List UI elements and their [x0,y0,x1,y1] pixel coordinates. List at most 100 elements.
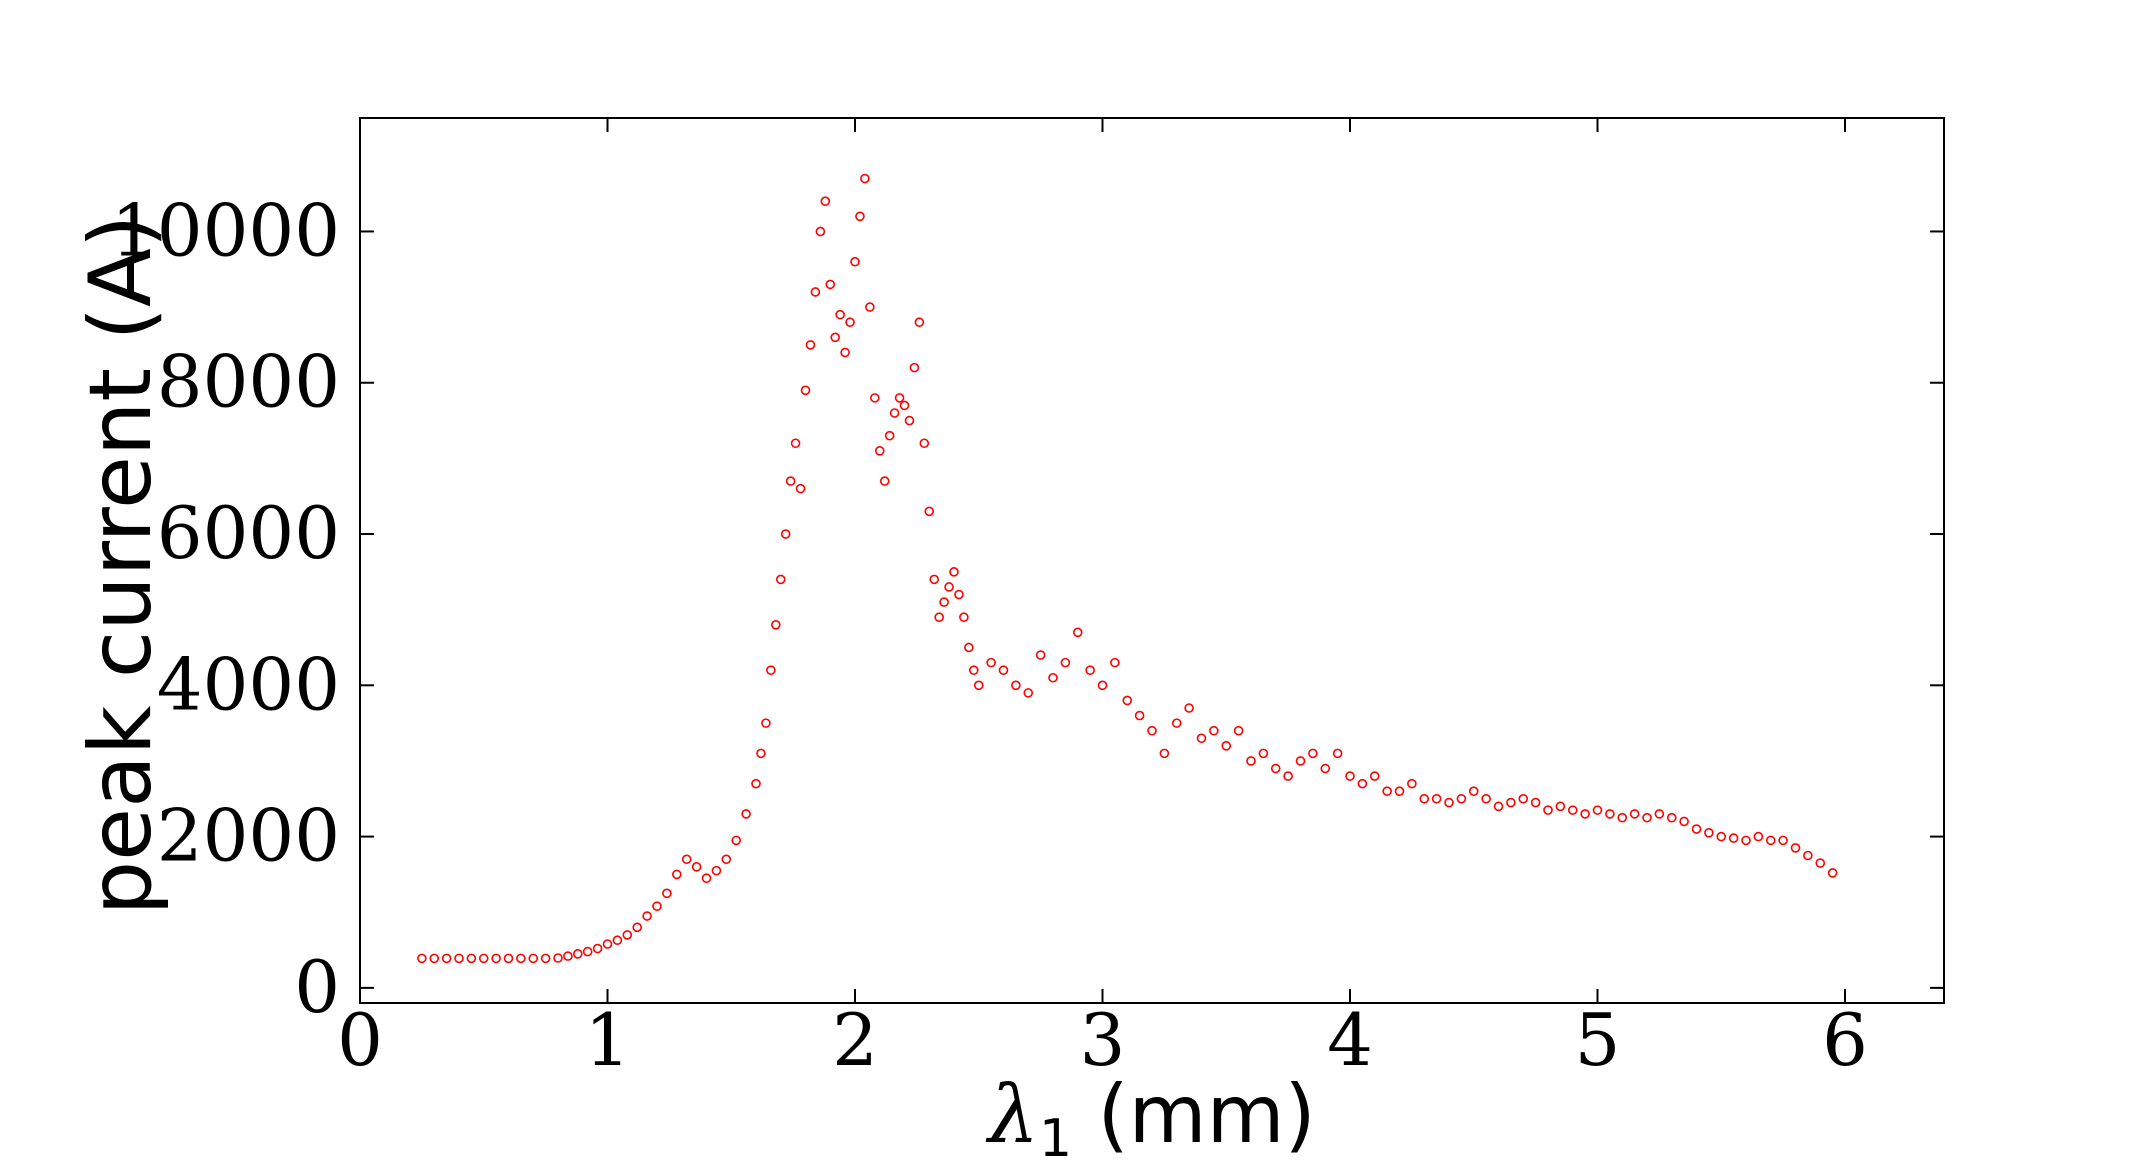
x-tick-label: 0 [337,998,383,1082]
data-point [1072,627,1083,638]
data-point [1035,650,1046,660]
data-point [1790,843,1801,853]
data-point [1369,771,1380,781]
y-axis-label: peak current (A) [71,215,171,916]
x-tick-label: 4 [1327,998,1373,1082]
y-tick-label: 2000 [157,794,340,878]
data-point [1827,868,1838,878]
data-point [1716,831,1727,842]
data-point [840,347,850,358]
data-point [944,582,954,592]
data-point [780,529,791,539]
data-point [825,279,836,290]
data-point [964,642,974,653]
data-point [934,612,944,623]
data-point [441,953,452,964]
x-tick-label: 3 [1080,998,1126,1082]
data-point [721,854,732,865]
data-point [1691,824,1702,834]
data-point [1419,793,1430,804]
data-point [503,953,514,964]
data-point [795,483,806,494]
data-point [770,619,781,630]
data-point [563,951,573,961]
data-point [986,657,996,668]
data-point [805,340,816,350]
data-point [1196,733,1207,744]
data-point [766,665,776,675]
data-point [1617,812,1628,823]
y-tick-label: 0 [294,945,340,1029]
data-point [1530,797,1541,808]
x-tick-labels: 0 1 2 3 4 5 6 [337,998,1868,1082]
data-point [835,309,845,320]
data-point [1320,763,1331,774]
data-point [810,287,821,297]
data-point [662,888,672,899]
data-point [1728,833,1739,843]
data-point [516,953,526,964]
data-point [1666,812,1677,823]
y-tick-label: 10000 [111,188,340,272]
plot-frame [359,117,1945,1004]
data-point [1283,771,1293,781]
data-point [1345,771,1355,781]
data-point [1456,793,1467,804]
data-point [1407,778,1417,789]
data-point [1122,695,1133,706]
data-point [1023,688,1034,698]
data-point [1431,793,1442,804]
data-point [1097,680,1108,691]
data-point [652,901,662,911]
data-point [904,415,915,426]
data-point [691,862,702,872]
data-point [671,869,682,880]
data-point [1444,797,1454,808]
data-point [1308,748,1318,759]
data-point [454,953,464,964]
data-point [830,332,841,343]
data-point [1555,801,1566,812]
data-point [741,809,751,819]
data-point [865,302,875,312]
data-point [528,953,539,964]
data-point [612,935,623,946]
data-point [1679,816,1689,827]
data-point [1605,809,1615,819]
data-point [929,574,940,585]
data-point [919,438,930,449]
data-point [592,943,603,954]
data-point [775,574,786,585]
data-point [959,612,969,623]
data-point [681,854,692,865]
data-point [790,438,801,449]
data-point [1357,778,1368,789]
data-point [914,317,925,328]
data-point [553,953,563,963]
data-point [632,922,643,933]
data-point [1011,680,1021,691]
data-point [1209,725,1219,736]
data-point [1518,793,1529,804]
data-point [540,953,551,964]
data-point [968,665,979,675]
data-point [1233,725,1244,736]
data-point [954,589,964,600]
data-point [1134,710,1145,721]
y-tick-labels: 0 2000 4000 6000 8000 10000 [111,188,340,1028]
data-point [1048,672,1058,683]
data-point [1778,835,1788,846]
data-point [1270,763,1281,774]
x-tick-label: 5 [1575,998,1621,1082]
x-tick-label: 6 [1822,998,1868,1082]
data-point [909,362,920,373]
x-tick-label: 2 [832,998,878,1082]
data-point [761,718,771,728]
data-point [800,385,811,396]
data-point [884,430,895,441]
data-point [642,911,652,921]
data-point [998,665,1009,675]
data-point [622,930,633,940]
data-point [478,953,489,964]
